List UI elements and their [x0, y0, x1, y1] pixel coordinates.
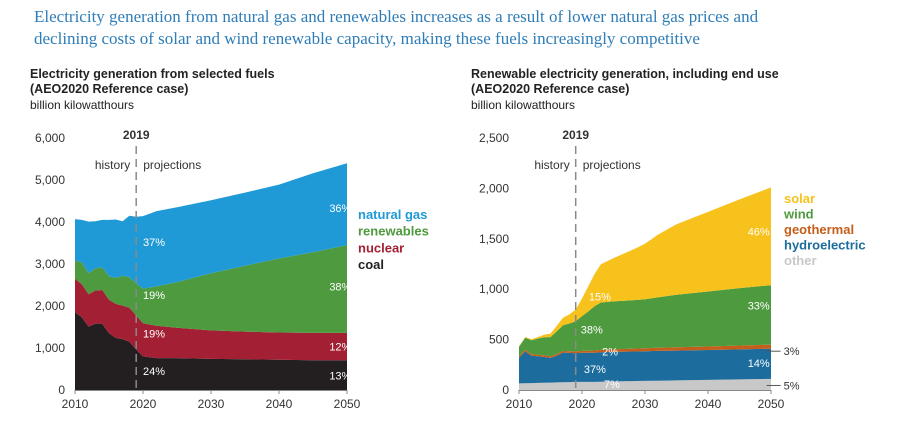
left-chart-legend-natural-gas: natural gas [358, 207, 427, 222]
left-chart-xtick-label: 2050 [334, 397, 361, 411]
right-chart-share-label: 46% [748, 227, 770, 239]
left-chart-share-label: 37% [143, 237, 165, 249]
left-chart-legend-renewables: renewables [358, 224, 429, 239]
left-chart-share-label: 36% [329, 203, 351, 215]
left-chart-share-label: 24% [143, 366, 165, 378]
right-chart-share-label: 7% [604, 379, 620, 391]
right-chart-ytick-label: 1,500 [479, 232, 509, 246]
right-chart-share-label: 37% [584, 364, 606, 376]
right-chart-share-label: 38% [581, 325, 603, 337]
right-chart-area-geothermal [519, 344, 771, 358]
right-chart-legend-hydroelectric: hydroelectric [784, 238, 866, 253]
right-chart-share-label: 5% [784, 380, 800, 392]
right-chart-ytick-label: 0 [502, 383, 509, 397]
right-chart-area-hydroelectric [519, 348, 771, 384]
right-chart-history-label: history [534, 158, 569, 172]
right-chart-area-solar [519, 187, 771, 347]
left-chart-share-label: 19% [143, 328, 165, 340]
right-chart-ytick-label: 2,000 [479, 181, 509, 195]
left-chart-area-nuclear [75, 278, 347, 361]
left-chart-ytick-label: 2,000 [35, 299, 65, 313]
right-chart-xtick-label: 2010 [506, 397, 533, 411]
left-chart-divider-year: 2019 [123, 128, 150, 142]
left-chart-title-line-2: (AEO2020 Reference case) [30, 82, 189, 96]
right-chart-unit: billion kilowatthours [471, 98, 576, 112]
right-chart-share-label: 15% [589, 291, 611, 303]
left-chart-share-label: 12% [329, 341, 351, 353]
left-chart-share-label: 13% [329, 370, 351, 382]
left-chart-ytick-label: 3,000 [35, 257, 65, 271]
left-chart-area-renewables [75, 245, 347, 333]
left-chart-ytick-label: 0 [58, 383, 65, 397]
right-chart-share-label: 2% [602, 347, 618, 359]
right-chart-xtick-label: 2020 [569, 397, 596, 411]
right-chart-legend-other: other [784, 253, 817, 268]
left-chart-xtick-label: 2010 [62, 397, 89, 411]
left-chart-projections-label: projections [143, 158, 201, 172]
left-chart-title: Electricity generation from selected fue… [30, 67, 275, 97]
right-chart-ytick-label: 1,000 [479, 282, 509, 296]
left-chart-area-coal [75, 312, 347, 390]
right-chart-area-other [519, 378, 771, 390]
right-chart-divider-year: 2019 [562, 128, 589, 142]
left-chart-ytick-label: 1,000 [35, 341, 65, 355]
left-chart-share-label: 38% [329, 282, 351, 294]
right-chart-ytick-label: 2,500 [479, 131, 509, 145]
left-chart-ytick-label: 5,000 [35, 173, 65, 187]
left-chart-xtick-label: 2040 [266, 397, 293, 411]
left-chart-legend-coal: coal [358, 257, 384, 272]
right-chart-area-wind [519, 285, 771, 357]
left-chart-xtick-label: 2020 [130, 397, 157, 411]
left-chart-ytick-label: 4,000 [35, 215, 65, 229]
right-chart-share-label: 33% [748, 300, 770, 312]
right-chart-title-line-2: (AEO2020 Reference case) [471, 82, 630, 96]
right-chart-xtick-label: 2030 [632, 397, 659, 411]
headline-line-1: Electricity generation from natural gas … [34, 7, 759, 26]
left-chart-legend-nuclear: nuclear [358, 240, 404, 255]
right-chart-xtick-label: 2050 [758, 397, 785, 411]
left-chart-xtick-label: 2030 [198, 397, 225, 411]
left-chart-unit: billion kilowatthours [30, 98, 135, 112]
headline: Electricity generation from natural gas … [34, 6, 884, 50]
right-chart-legend-solar: solar [784, 191, 815, 206]
right-chart-legend-geothermal: geothermal [784, 222, 854, 237]
right-chart-share-label: 14% [748, 358, 770, 370]
right-chart-share-label: 3% [784, 346, 800, 358]
right-chart-title-line-1: Renewable electricity generation, includ… [471, 67, 779, 81]
right-chart-xtick-label: 2040 [695, 397, 722, 411]
right-chart-ytick-label: 500 [489, 333, 509, 347]
right-chart-projections-label: projections [583, 158, 641, 172]
right-chart-legend-wind: wind [783, 207, 814, 222]
left-chart-share-label: 19% [143, 290, 165, 302]
headline-line-2: declining costs of solar and wind renewa… [34, 29, 700, 48]
left-chart-title-line-1: Electricity generation from selected fue… [30, 67, 275, 81]
left-chart-history-label: history [95, 158, 130, 172]
right-chart-title: Renewable electricity generation, includ… [471, 67, 779, 97]
left-chart-ytick-label: 6,000 [35, 131, 65, 145]
left-chart-area-natural-gas [75, 163, 347, 289]
